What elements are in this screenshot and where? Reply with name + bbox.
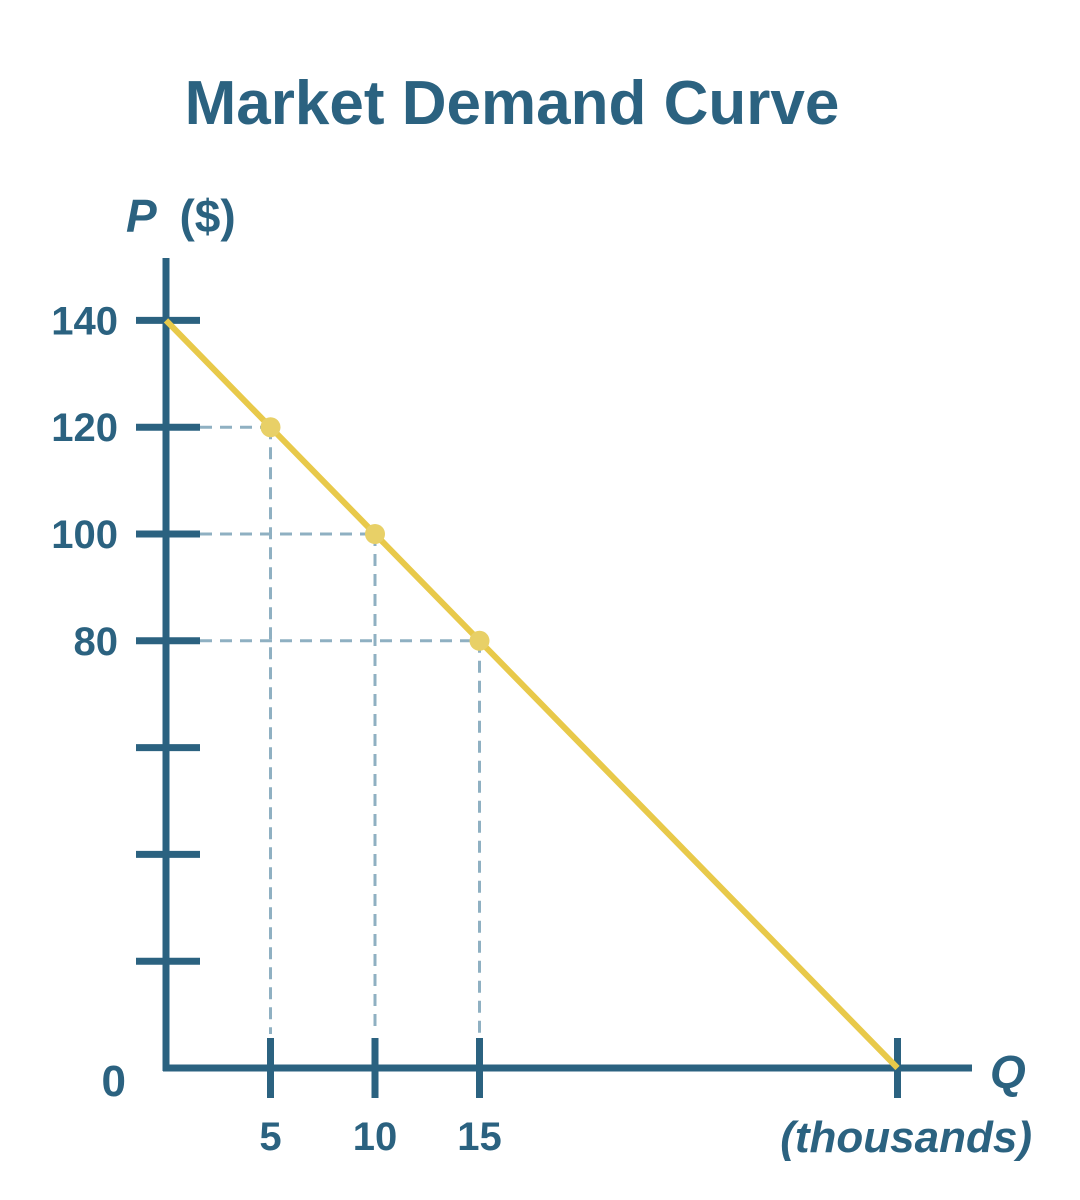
y-axis-unit: ($) — [179, 190, 235, 242]
y-ticks: 0 80 100 120 140 — [51, 299, 200, 1106]
y-axis-title: P ($) — [126, 190, 236, 242]
demand-point — [469, 630, 490, 651]
axes — [162, 258, 972, 1072]
y-tick-label: 0 — [102, 1057, 126, 1106]
y-tick-label: 140 — [51, 299, 118, 343]
demand-point — [260, 417, 281, 438]
x-axis-variable: Q — [990, 1046, 1026, 1098]
x-tick-label: 15 — [457, 1115, 502, 1159]
y-axis-variable: P — [126, 190, 157, 242]
demand-point — [365, 524, 385, 544]
demand-points — [260, 417, 490, 651]
x-tick-label: 5 — [259, 1115, 281, 1159]
x-ticks: 5 10 15 — [259, 1038, 901, 1159]
y-tick-label: 80 — [74, 620, 119, 664]
chart-title: Market Demand Curve — [185, 69, 840, 138]
y-tick-label: 120 — [51, 406, 118, 450]
x-axis-unit: (thousands) — [780, 1113, 1032, 1162]
guide-lines — [200, 425, 481, 1034]
y-tick-label: 100 — [51, 513, 118, 557]
x-tick-label: 10 — [353, 1115, 398, 1159]
